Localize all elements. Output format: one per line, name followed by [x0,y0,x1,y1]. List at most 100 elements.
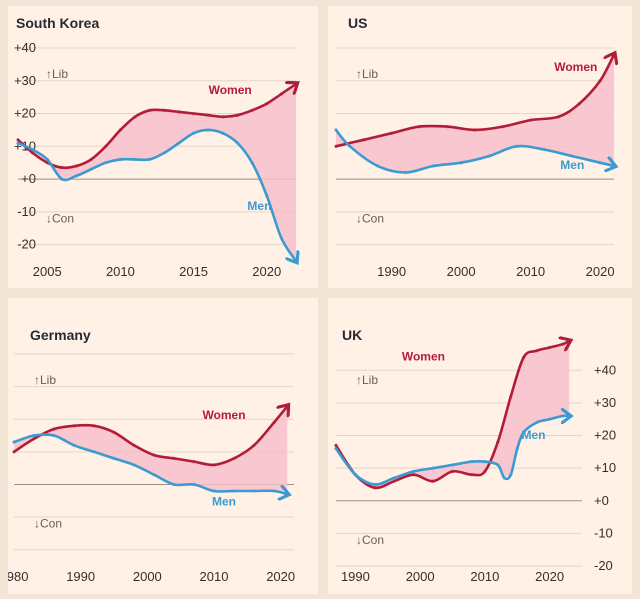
women-point [547,345,552,350]
chart-panel-germany: Germany 1980 1990 2000 2010 2020 ↑Lib ↓Con Women… [8,298,318,594]
women-point [389,131,394,135]
men-point [403,170,408,175]
x-tick-label: 1990 [341,569,370,584]
women-point [192,459,196,464]
women-line [334,55,614,148]
men-point [172,482,176,487]
chart-germany: Germany 1980 1990 2000 2010 2020 ↑Lib ↓Con Women… [8,327,295,584]
women-point [118,128,123,132]
men-point [118,157,123,162]
lib-label: ↑Lib [356,373,378,387]
women-point [411,472,416,477]
gap-area [336,54,614,173]
men-point [431,164,436,168]
x-tick-label: 1990 [66,569,95,584]
men-point [264,193,269,198]
con-label: ↓Con [356,533,384,547]
men-label: Men [212,495,236,509]
chart-panel-south-korea: South Korea +40 +30 +20 +10 +0 -10 -20 2005 2010 2… [8,6,318,288]
x-tick-label: 2010 [200,569,229,584]
men-point [392,476,397,480]
women-point [556,115,561,119]
men-point [294,259,298,263]
women-point [89,157,93,162]
women-point [92,423,96,428]
x-tick-label: 2015 [179,264,208,279]
women-point [431,479,435,483]
men-label: Men [247,199,271,213]
men-point [411,469,416,474]
men-point [32,433,36,438]
women-point [598,78,602,83]
men-point [212,489,216,493]
y-tick-label: +40 [14,40,36,55]
women-point [221,115,225,119]
men-point [232,489,236,493]
women-point [172,456,176,461]
chart-panel-us: US 1990 2000 2010 2020 ↑Lib ↓Con Women Men [328,6,632,288]
men-point [103,160,108,165]
men-point [567,414,571,418]
men-point [177,141,181,145]
men-point [132,463,136,467]
x-tick-label: 2020 [252,264,281,279]
men-point [285,492,290,497]
chart-title: Germany [30,327,91,343]
men-point [279,236,284,240]
women-point [103,144,108,149]
con-label: ↓Con [46,211,74,225]
chart-title: US [348,15,367,31]
women-point [334,144,338,149]
women-point [152,453,156,457]
men-point [152,472,156,477]
women-point [30,151,35,155]
men-point [560,414,565,418]
men-point [92,450,96,454]
men-point [112,456,116,461]
women-point [508,394,513,399]
women-point [272,420,276,425]
men-label: Men [521,428,545,442]
men-point [45,157,50,162]
women-point [470,472,474,477]
men-point [252,489,256,493]
y-tick-label: +20 [14,106,36,121]
men-point [514,144,519,149]
lib-label: ↑Lib [34,373,56,387]
x-tick-label: 2010 [516,264,545,279]
con-label: ↓Con [356,211,384,225]
y-tick-label: -20 [594,558,613,573]
men-point [52,433,56,438]
women-point [392,479,397,483]
men-point [521,430,526,435]
women-point [133,115,137,119]
x-tick-label: 2020 [586,264,615,279]
women-point [212,463,216,467]
men-point [206,128,211,132]
men-point [450,463,455,467]
men-point [515,446,520,451]
women-point [612,52,616,57]
women-point [235,113,240,117]
men-point [487,154,491,158]
con-label: ↓Con [34,517,62,531]
women-point [473,128,477,132]
women-point [362,137,366,142]
lib-label: ↑Lib [356,67,378,81]
chart-title: South Korea [16,15,99,31]
men-point [547,417,552,422]
men-label: Men [560,158,584,172]
x-tick-label: 2010 [470,569,499,584]
women-point [417,124,422,129]
men-point [348,144,352,149]
x-tick-label: 2000 [447,264,476,279]
x-tick-label: 2005 [33,264,62,279]
women-point [147,108,152,113]
men-point [502,476,507,480]
women-point [294,82,298,86]
x-tick-label: 1980 [8,569,28,584]
men-point [60,177,64,181]
women-point [264,101,269,106]
men-point [162,151,167,155]
men-line [334,128,614,174]
